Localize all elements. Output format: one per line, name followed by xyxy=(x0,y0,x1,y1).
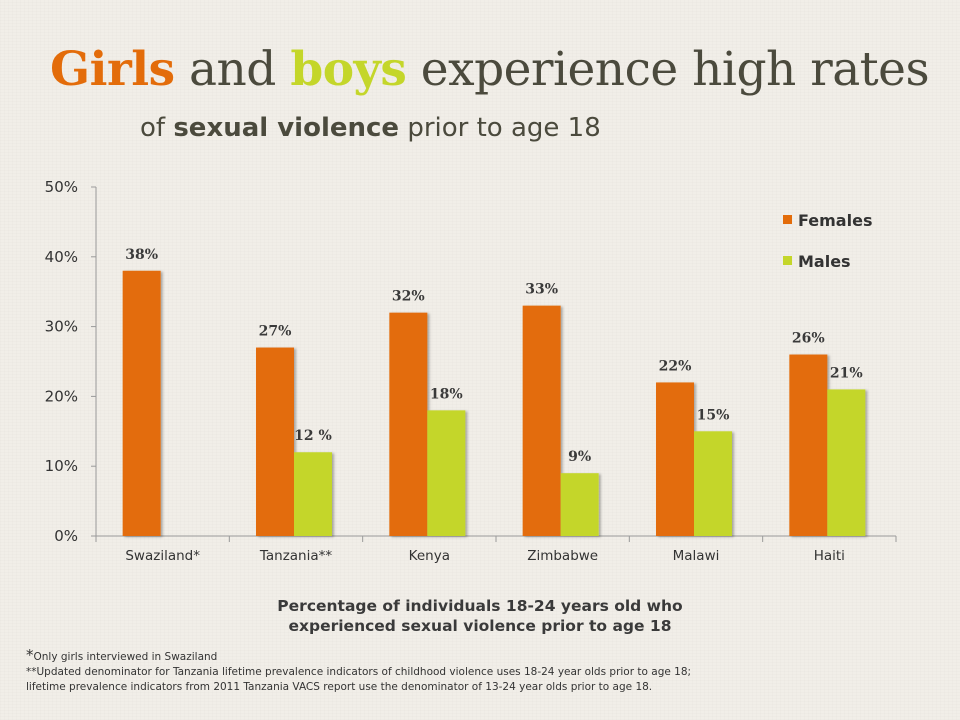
data-label-females: 22% xyxy=(659,358,692,374)
chart-caption: Percentage of individuals 18-24 years ol… xyxy=(180,596,780,636)
x-tick-label: Haiti xyxy=(814,548,845,564)
bar-females xyxy=(656,382,694,536)
x-tick-label: Malawi xyxy=(673,548,720,564)
bar-males xyxy=(560,473,599,536)
data-label-males: 12 % xyxy=(294,428,332,444)
data-label-females: 27% xyxy=(259,324,292,340)
data-label-males: 9% xyxy=(568,449,591,465)
legend-swatch-females xyxy=(783,215,792,224)
bar-chart: 0% 10% 20% 30% 40% 50% Swaziland* 38% Tanzania**… xyxy=(45,178,897,564)
bar-males xyxy=(694,431,732,536)
subtitle-bold: sexual violence xyxy=(173,113,400,143)
x-tick-label: Swaziland* xyxy=(125,548,200,564)
x-tick-label: Zimbabwe xyxy=(527,548,598,564)
subtitle-pre: of xyxy=(140,113,174,143)
title-and: and xyxy=(174,42,291,97)
data-label-females: 33% xyxy=(525,282,558,298)
chart-title: Girls and boys experience high rates xyxy=(50,42,930,97)
bar-males xyxy=(427,410,466,536)
y-tick-label: 10% xyxy=(45,457,78,475)
bar-females xyxy=(522,305,561,536)
footnote-2: **Updated denominator for Tanzania lifet… xyxy=(26,666,692,678)
data-label-females: 38% xyxy=(125,247,158,263)
y-tick-label: 40% xyxy=(45,248,78,266)
subtitle-post: prior to age 18 xyxy=(399,113,601,143)
data-label-males: 18% xyxy=(430,386,463,402)
caption-line-1: Percentage of individuals 18-24 years ol… xyxy=(277,597,683,615)
footnotes: *Only girls interviewed in Swaziland **U… xyxy=(26,648,946,695)
data-label-females: 26% xyxy=(792,331,825,347)
legend-label-males: Males xyxy=(798,252,851,271)
title-rest: experience high rates xyxy=(406,42,930,97)
x-tick-label: Kenya xyxy=(409,548,450,564)
legend-swatch-males xyxy=(783,256,792,265)
legend-label-females: Females xyxy=(798,211,872,230)
data-label-males: 15% xyxy=(697,407,730,423)
y-tick-label: 50% xyxy=(45,178,78,196)
bar-females xyxy=(789,354,828,536)
y-tick-label: 0% xyxy=(54,527,78,545)
footnote-1: *Only girls interviewed in Swaziland xyxy=(26,648,946,665)
caption-line-2: experienced sexual violence prior to age… xyxy=(288,617,672,635)
chart-subtitle: of sexual violence prior to age 18 xyxy=(140,113,601,143)
bar-males xyxy=(827,389,866,536)
bar-females xyxy=(256,347,294,536)
y-tick-label: 20% xyxy=(45,387,78,405)
x-tick-label: Tanzania** xyxy=(259,548,333,564)
data-label-females: 32% xyxy=(392,289,425,305)
footnote-1-text: Only girls interviewed in Swaziland xyxy=(33,651,218,663)
bar-females xyxy=(389,312,428,536)
title-boys: boys xyxy=(290,42,407,97)
footnote-3: lifetime prevalence indicators from 2011… xyxy=(26,681,653,693)
footnote-star: * xyxy=(26,646,34,664)
data-label-males: 21% xyxy=(830,365,863,381)
bar-females xyxy=(122,270,161,536)
y-tick-label: 30% xyxy=(45,318,78,336)
bar-males xyxy=(294,452,332,536)
title-girls: Girls xyxy=(50,42,175,97)
